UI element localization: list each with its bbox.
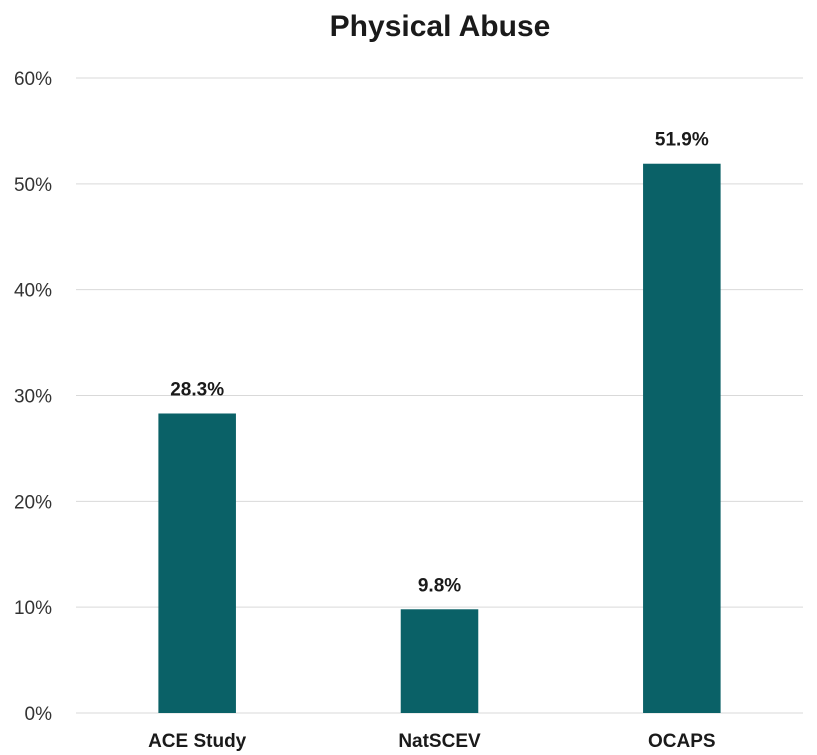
bars [158, 163, 721, 714]
y-tick-label: 40% [14, 281, 52, 302]
bar [400, 609, 479, 713]
y-axis: 0% 10% 20% 30% 40% 50% 60% [14, 69, 52, 725]
data-label: 28.3% [170, 379, 224, 400]
y-tick-label: 50% [14, 175, 52, 196]
bar [158, 413, 236, 713]
data-label: 51.9% [655, 130, 709, 151]
data-label: 9.8% [418, 575, 461, 596]
y-tick-label: 20% [14, 492, 52, 513]
y-tick-label: 60% [14, 69, 52, 90]
x-axis: ACE Study NatSCEV OCAPS [148, 731, 716, 752]
y-tick-label: 10% [14, 598, 52, 619]
chart-title: Physical Abuse [330, 10, 551, 43]
y-tick-label: 0% [25, 704, 53, 725]
bar [643, 163, 721, 714]
y-tick-label: 30% [14, 387, 52, 408]
x-tick-label: ACE Study [148, 731, 247, 752]
x-tick-label: NatSCEV [398, 731, 481, 752]
data-labels: 28.3% 9.8% 51.9% [170, 130, 709, 597]
x-tick-label: OCAPS [648, 731, 716, 752]
